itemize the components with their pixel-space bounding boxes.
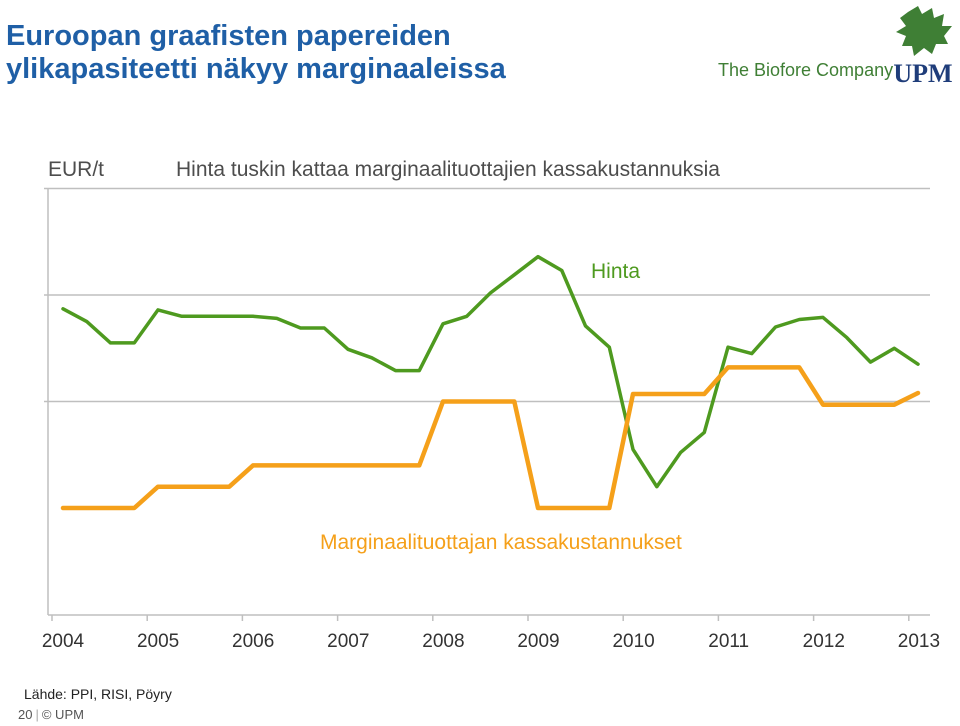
x-tick-label-2012: 2012 <box>803 631 845 652</box>
series-line-kassakustannukset <box>60 365 921 511</box>
x-tick-label-2009: 2009 <box>517 631 559 652</box>
company-tagline: The Biofore Company <box>718 60 894 80</box>
chart-title: Hinta tuskin kattaa marginaalituottajien… <box>176 158 720 181</box>
copyright: © UPM <box>41 707 84 722</box>
x-tick-labels: 2004 2005 2006 2007 2008 2009 2010 2011 2012 2013 <box>42 631 940 652</box>
footer-separator: | <box>35 707 39 722</box>
x-tick-label-2006: 2006 <box>232 631 274 652</box>
x-tick-label-2011: 2011 <box>708 631 749 652</box>
series-label-hinta: Hinta <box>591 260 640 283</box>
series-label-kassakustannukset: Marginaalituottajan kassakustannukset <box>320 531 682 554</box>
axes <box>44 187 930 621</box>
upm-logo: UPM <box>888 4 958 91</box>
y-axis-unit: EUR/t <box>48 158 105 181</box>
series-line-hinta <box>61 254 920 489</box>
griffin-icon <box>896 6 952 56</box>
upm-logo-text: UPM <box>893 59 952 86</box>
title-line-2: ylikapasiteetti näkyy marginaaleissa <box>6 53 506 86</box>
x-tick-label-2010: 2010 <box>612 631 654 652</box>
page-number: 20 <box>18 707 33 722</box>
x-tick-label-2004: 2004 <box>42 631 85 652</box>
x-tick-label-2013: 2013 <box>898 631 940 652</box>
title-line-1: Euroopan graafisten papereiden <box>6 20 451 52</box>
series-labels: Hinta Marginaalituottajan kassakustannuks… <box>320 260 682 554</box>
slide-footer: 20 | © UPM <box>18 707 84 722</box>
source-note: Lähde: PPI, RISI, Pöyry <box>24 686 172 702</box>
slide-title: Euroopan graafisten papereiden ylikapasi… <box>6 20 506 87</box>
series-lines <box>60 254 921 511</box>
x-tick-label-2007: 2007 <box>327 631 369 652</box>
x-tick-label-2005: 2005 <box>137 631 179 652</box>
x-tick-label-2008: 2008 <box>422 631 464 652</box>
